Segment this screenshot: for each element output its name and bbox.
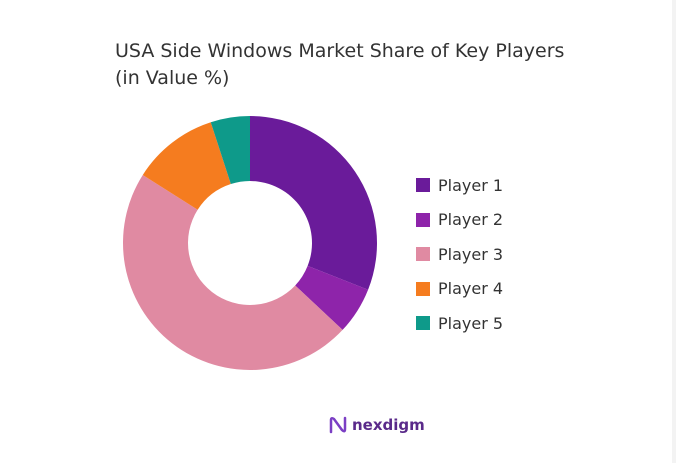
slice-player-1	[250, 116, 377, 290]
legend-item: Player 1	[416, 168, 503, 203]
legend-label: Player 1	[438, 175, 504, 195]
slice-player-4	[142, 122, 231, 210]
nexdigm-logo: nexdigm	[328, 415, 425, 435]
legend: Player 1 Player 2 Player 3 Player 4 Player 5	[416, 168, 503, 341]
legend-label: Player 4	[438, 279, 504, 299]
slice-player-5	[210, 116, 250, 185]
slice-player-3	[123, 174, 343, 370]
legend-swatch	[416, 212, 430, 227]
legend-swatch	[416, 316, 430, 331]
legend-label: Player 2	[438, 210, 504, 230]
legend-item: Player 4	[416, 272, 503, 307]
legend-item: Player 2	[416, 203, 503, 238]
legend-item: Player 3	[416, 237, 503, 272]
legend-label: Player 5	[438, 313, 504, 333]
logo-text: nexdigm	[352, 416, 425, 434]
legend-swatch	[416, 281, 430, 296]
nexdigm-logo-icon	[329, 416, 347, 434]
legend-label: Player 3	[438, 244, 504, 264]
scroll-edge	[672, 0, 676, 463]
slice-player-2	[295, 265, 369, 330]
legend-swatch	[416, 178, 430, 193]
legend-swatch	[416, 247, 430, 262]
chart-title: USA Side Windows Market Share of Key Pla…	[115, 40, 565, 89]
legend-item: Player 5	[416, 306, 503, 341]
